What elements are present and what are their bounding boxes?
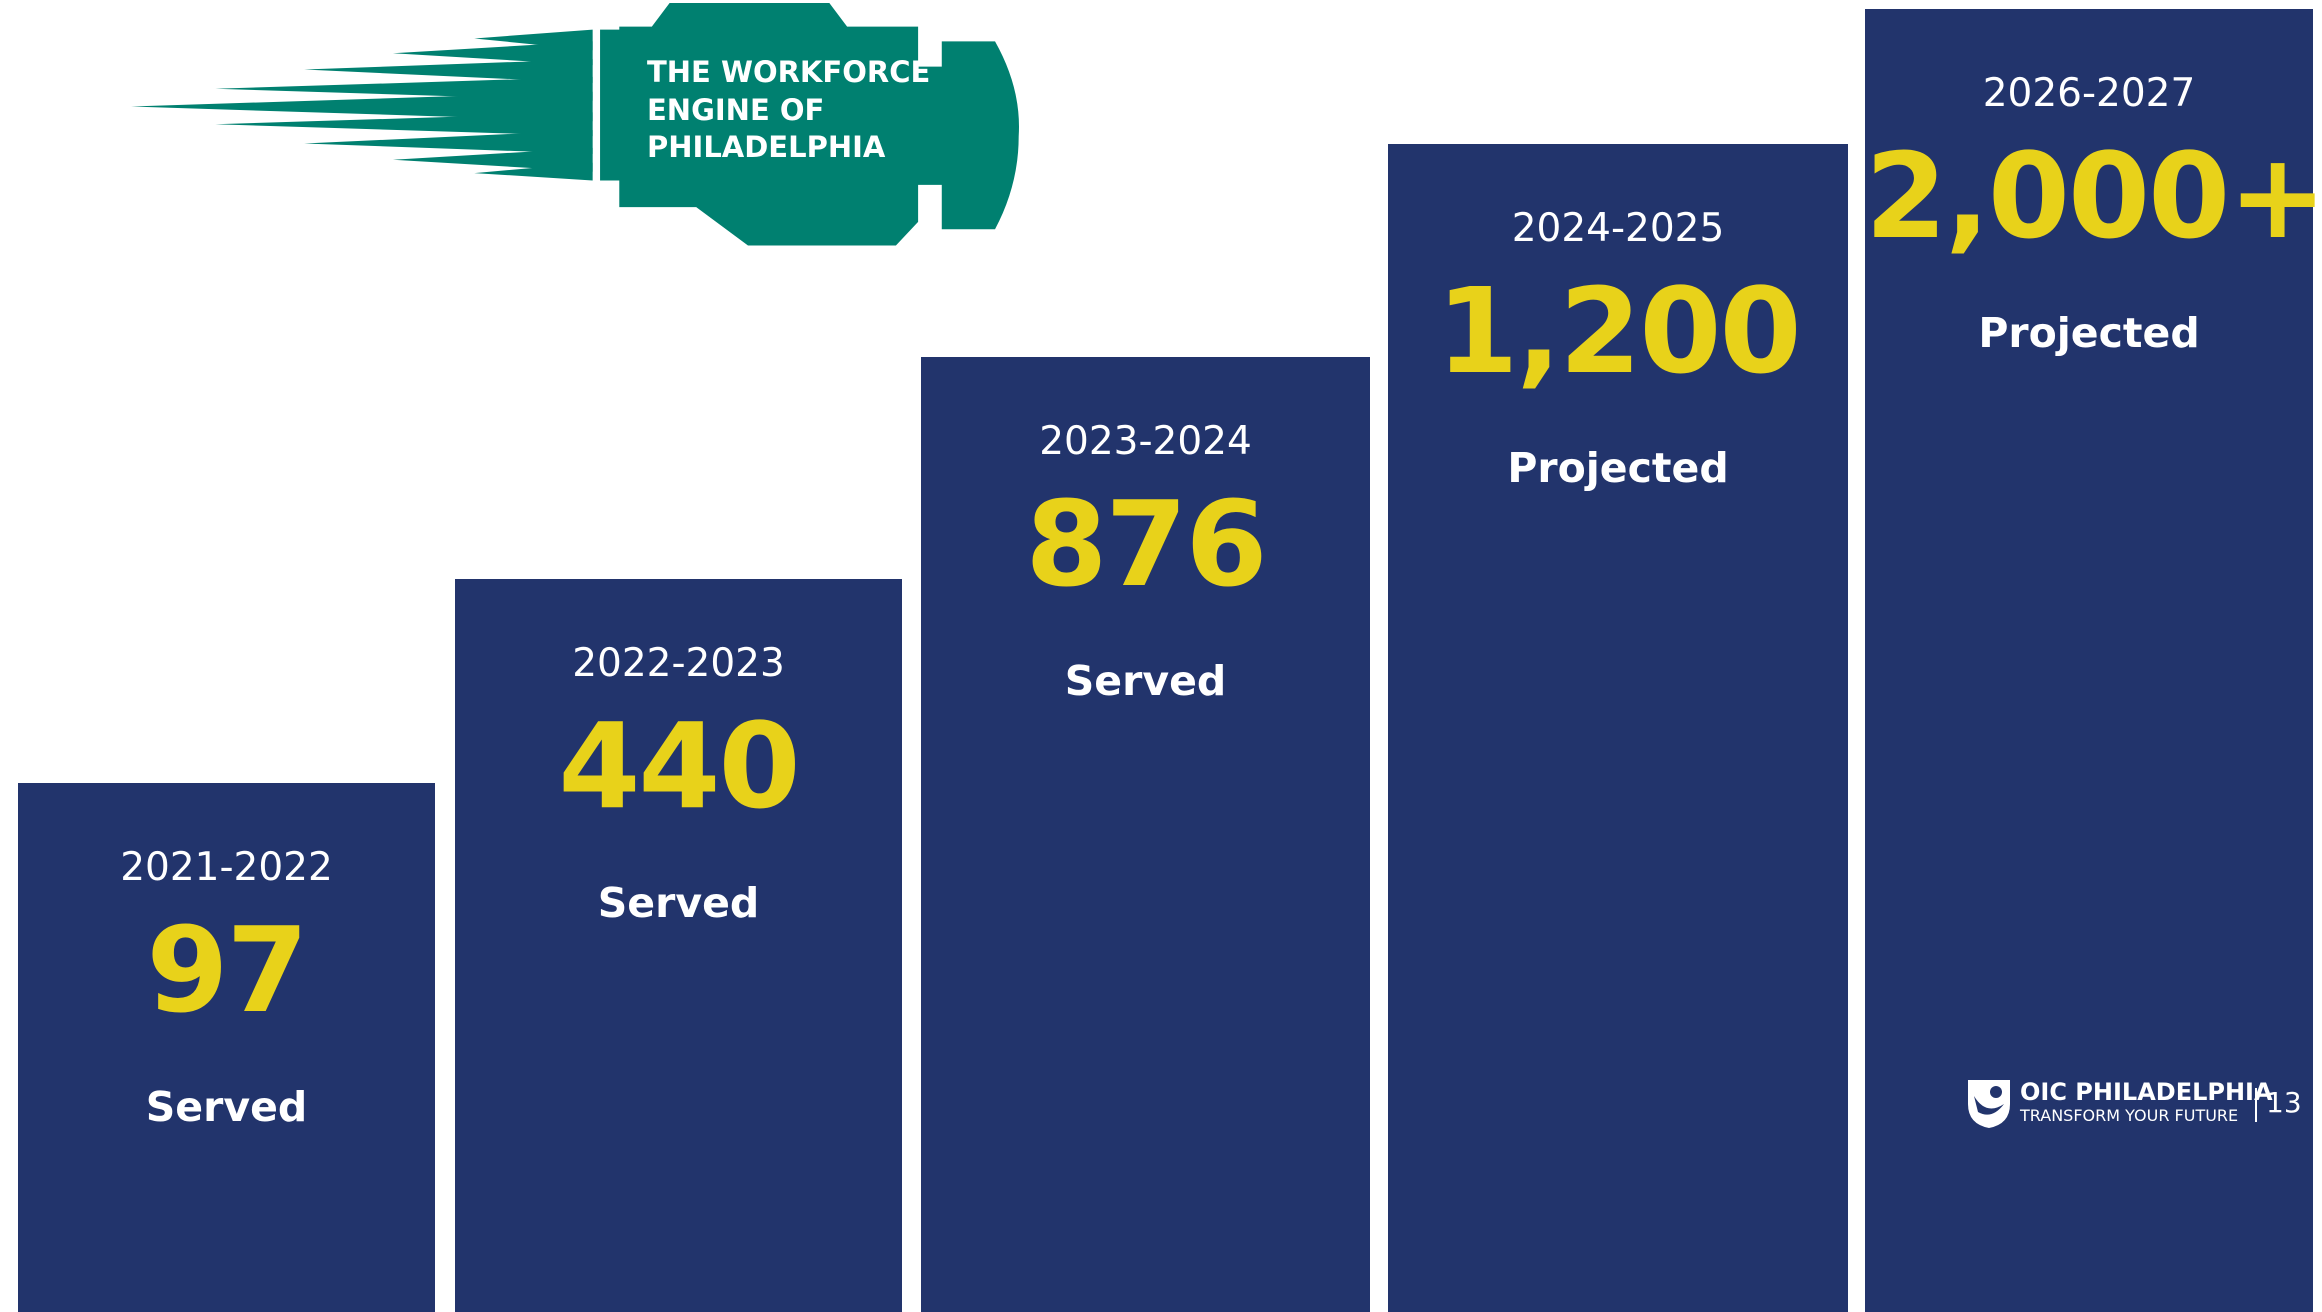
period: 2024-2025: [1511, 206, 1725, 251]
number: 876: [1025, 475, 1267, 613]
label: Served: [1064, 657, 1227, 705]
logo-line: ENGINE OF: [647, 93, 825, 127]
page-number: 13: [2266, 1086, 2302, 1119]
column: 2022-2023 440 Served: [455, 579, 902, 1312]
label: Projected: [1978, 309, 2200, 357]
label: Served: [145, 1083, 308, 1131]
footer-brand: OIC PHILADELPHIA: [2020, 1078, 2273, 1106]
separator: [2255, 1088, 2257, 1122]
period: 2026-2027: [1982, 71, 2196, 116]
label: Served: [597, 879, 760, 927]
column: 2026-2027 2,000+ Projected: [1865, 9, 2322, 1312]
column: 2024-2025 1,200 Projected: [1388, 144, 1848, 1312]
label: Projected: [1507, 444, 1729, 492]
period: 2023-2024: [1039, 419, 1252, 464]
number: 97: [146, 901, 308, 1039]
number: 1,200: [1436, 262, 1801, 400]
column: 2023-2024 876 Served: [921, 357, 1370, 1312]
column: 2021-2022 97 Served: [18, 783, 435, 1312]
engine-logo: [131, 2, 1019, 246]
footer-tagline: TRANSFORM YOUR FUTURE: [2020, 1106, 2239, 1125]
number: 440: [558, 697, 800, 835]
logo-line: PHILADELPHIA: [647, 130, 886, 164]
period: 2022-2023: [572, 641, 785, 686]
logo-line: THE WORKFORCE: [647, 55, 931, 89]
oic-icon: [1968, 1080, 2010, 1128]
period: 2021-2022: [120, 845, 333, 890]
number: 2,000+: [1865, 127, 2322, 265]
